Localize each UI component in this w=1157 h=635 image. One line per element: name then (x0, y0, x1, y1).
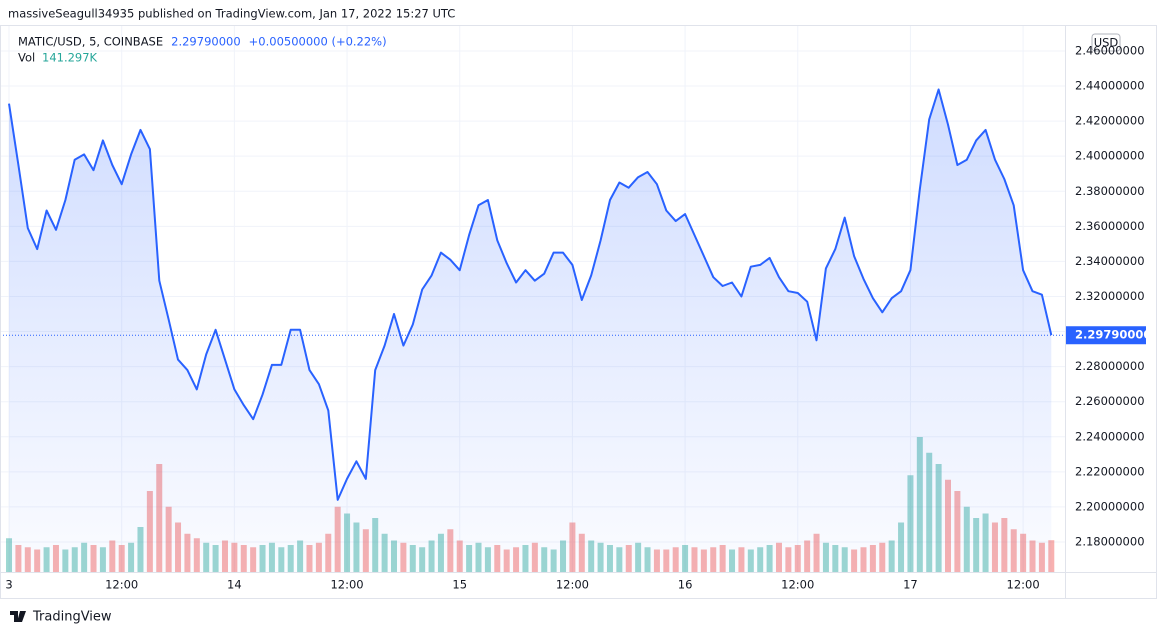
brand: TradingView (32, 610, 112, 625)
publisher-line: massiveSeagull34935 published on Trading… (8, 7, 455, 21)
y-tick-label: 2.34000000 (1075, 254, 1145, 268)
y-tick-label: 2.18000000 (1075, 535, 1145, 549)
x-tick-label: 17 (903, 578, 918, 592)
symbol: MATIC/USD, 5, COINBASE (18, 35, 163, 49)
x-tick-label: 12:00 (1007, 578, 1040, 592)
plot-area (0, 25, 1065, 572)
x-tick-label: 15 (452, 578, 467, 592)
y-tick-label: 2.38000000 (1075, 184, 1145, 198)
y-tick-label: 2.20000000 (1075, 499, 1145, 513)
y-tick-label: 2.32000000 (1075, 289, 1145, 303)
currency[interactable]: USD (1094, 36, 1119, 50)
x-tick-label: 12:00 (330, 578, 363, 592)
y-tick-label: 2.44000000 (1075, 79, 1145, 93)
y-tick-label: 2.40000000 (1075, 149, 1145, 163)
y-tick-label: 2.42000000 (1075, 114, 1145, 128)
volume-value: 141.297K (42, 51, 98, 65)
last-price-badge (1066, 326, 1146, 345)
price: 2.29790000 (171, 35, 241, 49)
tv-logo (10, 611, 26, 622)
x-tick-label: 12:00 (105, 578, 138, 592)
currency-box[interactable] (1091, 33, 1121, 52)
y-tick-label: 2.46000000 (1075, 43, 1145, 57)
x-tick-label: 3 (5, 578, 12, 592)
x-tick-label: 12:00 (556, 578, 589, 592)
y-tick-label: 2.22000000 (1075, 464, 1145, 478)
price-line (8, 88, 1053, 501)
y-tick-label: 2.28000000 (1075, 359, 1145, 373)
y-tick-label: 2.36000000 (1075, 219, 1145, 233)
x-tick-label: 12:00 (781, 578, 814, 592)
y-tick-label: 2.26000000 (1075, 394, 1145, 408)
x-tick-label: 14 (227, 578, 242, 592)
price-area (9, 89, 1052, 572)
y-tick-label: 2.24000000 (1075, 429, 1145, 443)
volume-name: Vol (18, 51, 35, 65)
last-price-label: 2.29790000 (1075, 328, 1151, 342)
x-tick-label: 16 (678, 578, 693, 592)
price-change: +0.00500000 (+0.22%) (249, 35, 387, 49)
